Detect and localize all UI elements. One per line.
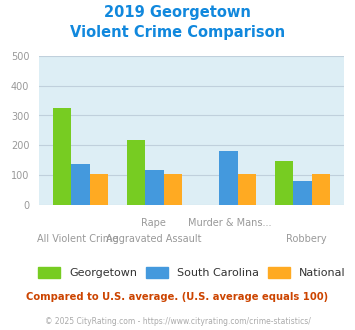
Bar (146, 170, 164, 205)
Bar (71, 164, 90, 205)
Text: 2019 Georgetown: 2019 Georgetown (104, 5, 251, 20)
Bar (53, 108, 71, 205)
Bar (90, 174, 108, 205)
Text: Violent Crime Comparison: Violent Crime Comparison (70, 25, 285, 40)
Bar (312, 174, 331, 205)
Bar (294, 181, 312, 205)
Bar (164, 174, 182, 205)
Bar (219, 150, 238, 205)
Text: Robbery: Robbery (286, 234, 327, 244)
Text: Compared to U.S. average. (U.S. average equals 100): Compared to U.S. average. (U.S. average … (26, 292, 329, 302)
Text: All Violent Crime: All Violent Crime (37, 234, 118, 244)
Bar (275, 161, 294, 205)
Text: Rape: Rape (141, 218, 166, 228)
Text: Murder & Mans...: Murder & Mans... (188, 218, 272, 228)
Text: © 2025 CityRating.com - https://www.cityrating.com/crime-statistics/: © 2025 CityRating.com - https://www.city… (45, 317, 310, 326)
Legend: Georgetown, South Carolina, National: Georgetown, South Carolina, National (38, 267, 345, 278)
Bar (127, 140, 146, 205)
Text: Aggravated Assault: Aggravated Assault (106, 234, 201, 244)
Bar (238, 174, 256, 205)
